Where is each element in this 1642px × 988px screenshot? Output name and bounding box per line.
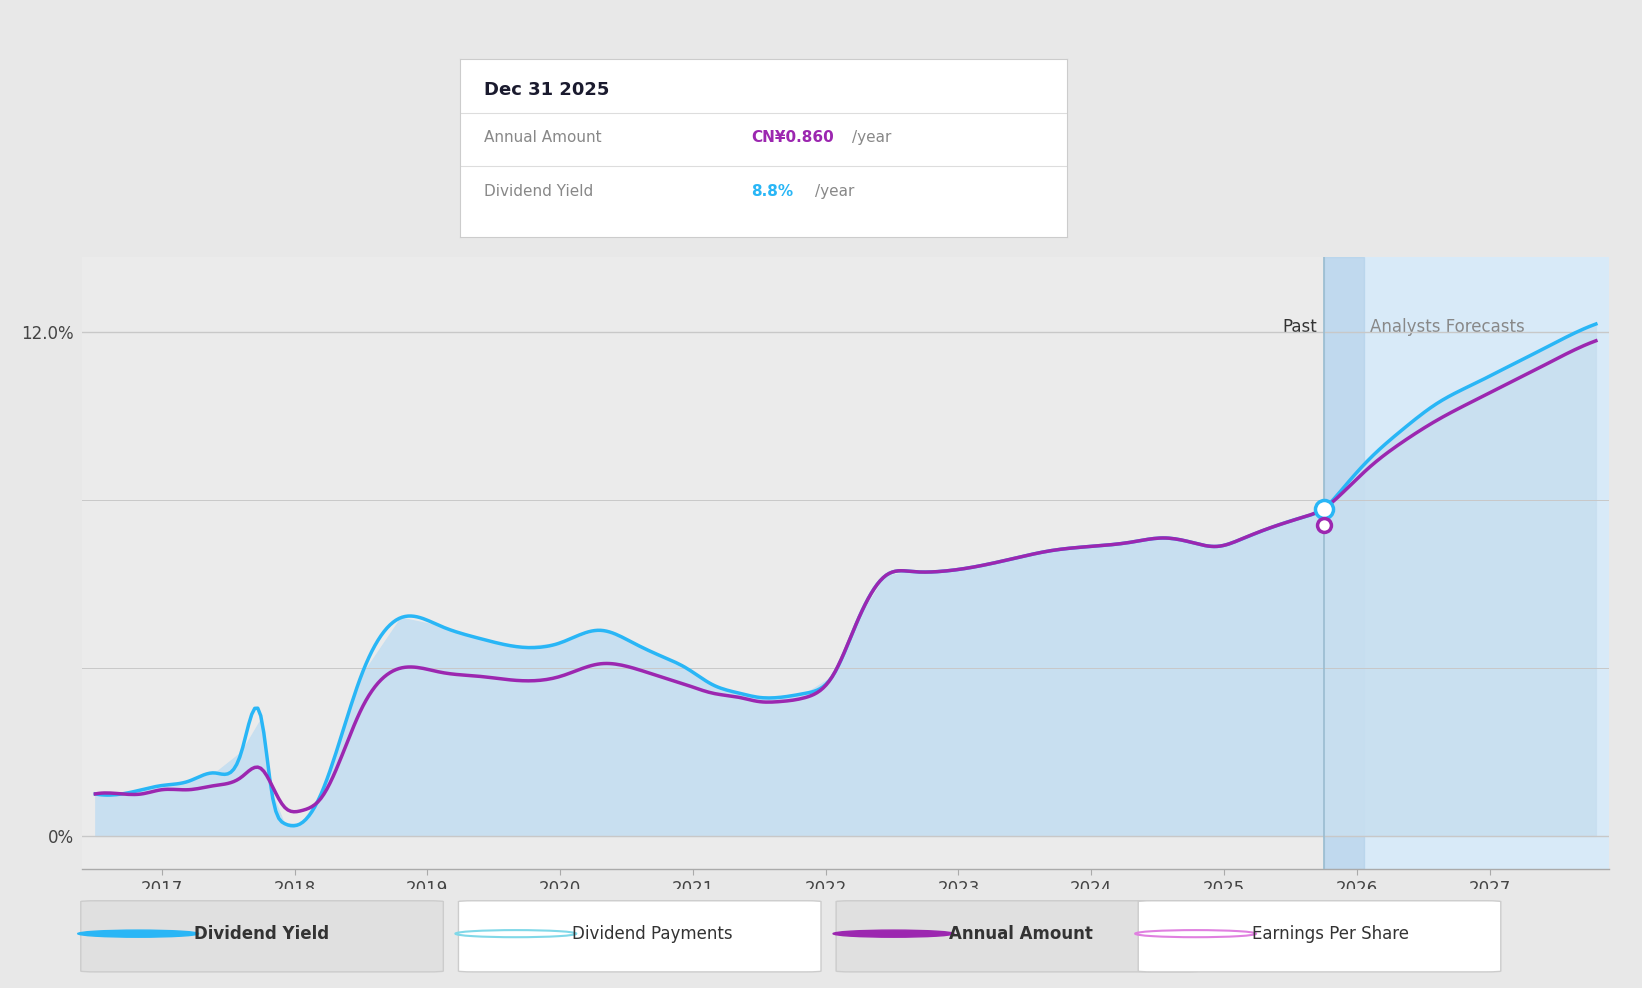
Text: Dividend Yield: Dividend Yield: [484, 184, 593, 199]
Bar: [1323, 257, 1609, 869]
Text: Dividend Payments: Dividend Payments: [571, 925, 732, 943]
Text: Earnings Per Share: Earnings Per Share: [1251, 925, 1409, 943]
Text: Dec 31 2025: Dec 31 2025: [484, 81, 609, 99]
FancyBboxPatch shape: [1138, 901, 1501, 972]
Text: 8.8%: 8.8%: [752, 184, 793, 199]
Text: Analysts Forecasts: Analysts Forecasts: [1369, 318, 1525, 336]
Text: /year: /year: [814, 184, 854, 199]
Text: /year: /year: [852, 130, 892, 145]
Text: Dividend Yield: Dividend Yield: [194, 925, 328, 943]
Circle shape: [832, 930, 954, 938]
Text: Past: Past: [1282, 318, 1317, 336]
FancyBboxPatch shape: [80, 901, 443, 972]
Text: CN¥0.860: CN¥0.860: [752, 130, 834, 145]
Bar: [1323, 257, 1363, 869]
Text: Annual Amount: Annual Amount: [484, 130, 601, 145]
FancyBboxPatch shape: [458, 901, 821, 972]
Circle shape: [77, 930, 199, 938]
Text: Annual Amount: Annual Amount: [949, 925, 1094, 943]
FancyBboxPatch shape: [836, 901, 1199, 972]
